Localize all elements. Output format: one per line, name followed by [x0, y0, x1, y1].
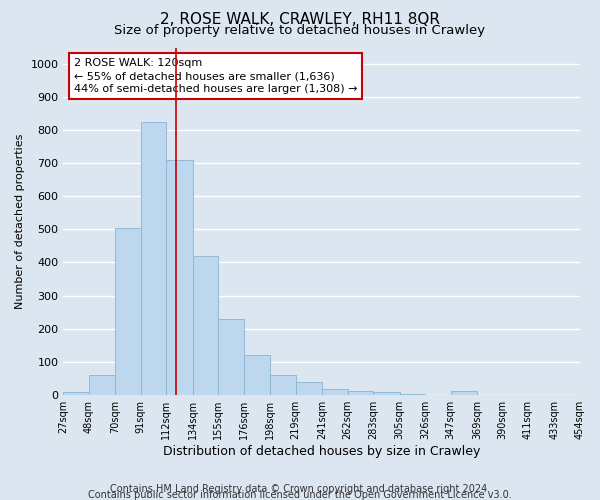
Bar: [193, 256, 218, 394]
Bar: [270, 375, 296, 394]
Text: 2 ROSE WALK: 120sqm
← 55% of detached houses are smaller (1,636)
44% of semi-det: 2 ROSE WALK: 120sqm ← 55% of detached ho…: [74, 58, 357, 94]
Y-axis label: Number of detached properties: Number of detached properties: [15, 134, 25, 309]
Bar: [64, 392, 89, 394]
Bar: [373, 392, 400, 394]
Bar: [244, 355, 270, 395]
Text: 2, ROSE WALK, CRAWLEY, RH11 8QR: 2, ROSE WALK, CRAWLEY, RH11 8QR: [160, 12, 440, 28]
Bar: [322, 389, 348, 394]
Bar: [115, 228, 141, 394]
X-axis label: Distribution of detached houses by size in Crawley: Distribution of detached houses by size …: [163, 444, 481, 458]
Bar: [218, 318, 244, 394]
Bar: [451, 392, 477, 394]
Text: Contains public sector information licensed under the Open Government Licence v3: Contains public sector information licen…: [88, 490, 512, 500]
Bar: [89, 375, 115, 394]
Text: Contains HM Land Registry data © Crown copyright and database right 2024.: Contains HM Land Registry data © Crown c…: [110, 484, 490, 494]
Bar: [296, 382, 322, 394]
Bar: [166, 160, 193, 394]
Bar: [141, 122, 166, 394]
Text: Size of property relative to detached houses in Crawley: Size of property relative to detached ho…: [115, 24, 485, 37]
Bar: [348, 390, 373, 394]
